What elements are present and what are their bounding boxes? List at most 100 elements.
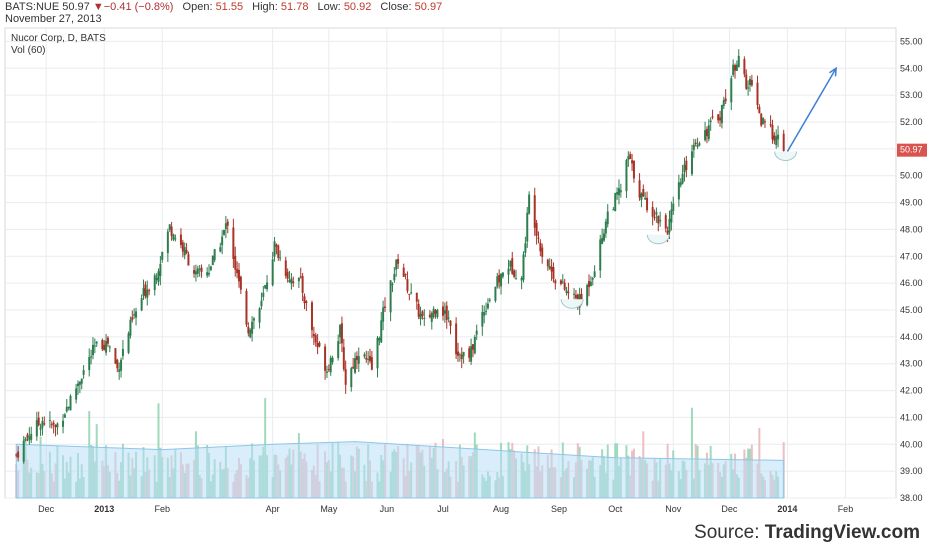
candle-body (303, 296, 306, 304)
trend-arrow (786, 67, 837, 152)
candle-body (486, 303, 489, 309)
price-tick-label: 55.00 (900, 36, 923, 46)
candle-body (537, 237, 540, 239)
candle-body (631, 160, 634, 164)
candle-body (625, 159, 628, 192)
candle-body (288, 280, 291, 283)
open-label: Open: (182, 1, 213, 13)
candle-body (292, 281, 295, 284)
candle-body (15, 454, 18, 456)
last-price: 50.97 (62, 1, 90, 13)
candle-body (17, 451, 20, 458)
candle-body (638, 180, 641, 198)
time-tick-label: May (320, 504, 338, 514)
candle-body (50, 424, 53, 426)
candle-body (103, 344, 106, 351)
candle-body (56, 423, 59, 428)
candle-body (737, 55, 740, 67)
candle-body (485, 310, 488, 312)
candle-body (679, 182, 682, 186)
candle-body (318, 342, 321, 347)
candle-body (260, 300, 263, 307)
candle-body (185, 249, 188, 254)
candle-body (717, 114, 720, 121)
candle-body (95, 341, 98, 344)
candle-body (249, 329, 252, 338)
candle-body (22, 440, 25, 462)
candle-body (168, 224, 171, 230)
candle-body (376, 337, 379, 369)
low-label: Low: (317, 1, 341, 13)
down-triangle-icon: ▼ (92, 1, 104, 13)
candle-body (69, 395, 72, 411)
candle-body (67, 406, 70, 408)
candlesticks (15, 49, 785, 464)
price-tick-label: 50.00 (900, 171, 923, 181)
time-tick-label: Aug (493, 504, 509, 514)
candle-body (602, 233, 605, 241)
candle-body (224, 223, 227, 230)
candle-body (237, 269, 240, 282)
candle-body (355, 355, 358, 361)
candle-body (773, 135, 776, 141)
chart-title: Nucor Corp, D, BATS (11, 33, 106, 44)
candle-body (456, 351, 459, 356)
last-price-tag: 50.97 (897, 143, 927, 157)
candle-body (616, 192, 619, 195)
candle-body (601, 237, 604, 244)
candle-body (221, 236, 224, 246)
candle-body (513, 270, 516, 277)
candle-body (501, 272, 504, 277)
candle-body (297, 278, 300, 282)
candle-body (391, 283, 394, 285)
candle-body (606, 211, 609, 225)
candle-body (704, 130, 707, 141)
candle-body (475, 330, 478, 335)
candle-body (140, 298, 143, 311)
candle-body (223, 229, 226, 235)
price-tick-label: 54.00 (900, 63, 923, 73)
candle-body (468, 348, 471, 358)
candle-body (559, 280, 562, 284)
candle-body (118, 369, 121, 372)
time-tick-label: Feb (838, 504, 854, 514)
time-axis[interactable]: Dec 2013 Feb Apr May Jun Jul Aug Sep Oct Nov Dec 201… (38, 504, 853, 514)
candle-body (354, 358, 357, 373)
candle-body (734, 65, 737, 71)
candle-body (80, 378, 83, 384)
candle-body (41, 420, 44, 428)
candle-body (599, 239, 602, 271)
price-tick-label: 44.00 (900, 332, 923, 342)
candle-body (698, 143, 701, 146)
candle-body (382, 307, 385, 322)
candle-body (511, 258, 514, 274)
candle-body (252, 318, 255, 321)
candle-body (245, 290, 248, 325)
candle-body (337, 341, 340, 358)
candle-body (344, 369, 347, 385)
price-axis[interactable]: 38.00 39.00 40.00 41.00 42.00 43.00 44.00 45.00… (900, 36, 923, 503)
candle-body (159, 263, 162, 276)
candle-body (782, 133, 785, 151)
price-change: −0.41 (−0.8%) (103, 1, 174, 13)
candle-body (211, 255, 214, 266)
price-tick-label: 52.00 (900, 117, 923, 127)
candle-body (262, 292, 265, 297)
time-tick-label: 2014 (777, 504, 797, 514)
candle-body (604, 221, 607, 234)
candle-body (131, 317, 134, 320)
time-tick-label: Jul (437, 504, 449, 514)
candle-body (586, 285, 589, 306)
close-label: Close: (380, 1, 412, 13)
candle-body (331, 357, 334, 363)
candle-body (473, 336, 476, 354)
candle-body (442, 306, 445, 316)
candle-body (239, 276, 242, 290)
candle-body (284, 260, 287, 277)
candle-body (127, 333, 130, 353)
candle-body (206, 272, 209, 276)
candle-body (436, 309, 439, 317)
candle-body (449, 320, 452, 326)
candle-body (129, 319, 132, 336)
